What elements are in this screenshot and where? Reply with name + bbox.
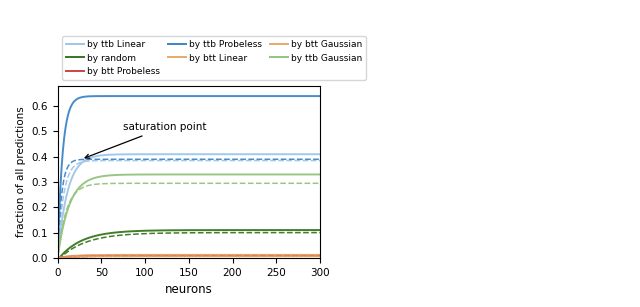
Legend: by ttb Linear, by random, by btt Probeless, by ttb Probeless, by btt Linear, by : by ttb Linear, by random, by btt Probele… [62, 37, 366, 80]
X-axis label: neurons: neurons [165, 283, 212, 296]
Y-axis label: fraction of all predictions: fraction of all predictions [16, 107, 26, 237]
Text: saturation point: saturation point [85, 122, 207, 158]
